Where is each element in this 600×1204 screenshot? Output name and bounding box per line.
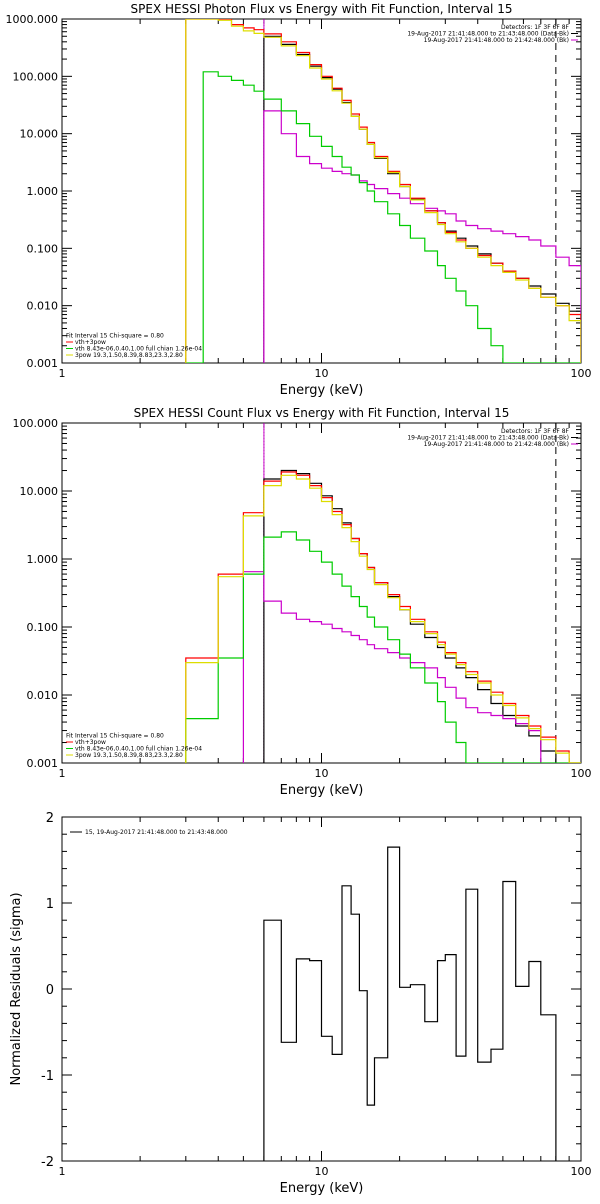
y-tick-label: 0.100 bbox=[27, 621, 59, 634]
series-15-19-aug-2017-21-41-48-000-to-21-43-48-000 bbox=[263, 846, 557, 1161]
y-tick-label: 1.000 bbox=[27, 185, 59, 198]
legend-top-entry: 19-Aug-2017 21:41:48.000 to 21:42:48.000… bbox=[424, 441, 569, 448]
legend-top-entry: 15, 19-Aug-2017 21:41:48.000 to 21:43:48… bbox=[85, 829, 228, 836]
y-axis-label: Normalized Residuals (sigma) bbox=[9, 892, 24, 1085]
series-3pow bbox=[185, 19, 581, 363]
legend-top-entry: 19-Aug-2017 21:41:48.000 to 21:43:48.000… bbox=[407, 31, 569, 38]
legend-top-entry: 19-Aug-2017 21:41:48.000 to 21:43:48.000… bbox=[407, 435, 569, 442]
legend-bottom-entry: Fit Interval 15 Chi-square = 0.80 bbox=[66, 733, 164, 740]
legend-top-entry: Detectors: 1F 3F 6F 8F bbox=[501, 428, 570, 435]
chart-title: SPEX HESSI Count Flux vs Energy with Fit… bbox=[134, 406, 510, 420]
x-axis-label: Energy (keV) bbox=[280, 383, 364, 398]
x-tick-label: 1 bbox=[59, 767, 66, 780]
legend-bottom-entry: Fit Interval 15 Chi-square = 0.80 bbox=[66, 333, 164, 340]
plot-area bbox=[185, 19, 581, 363]
x-tick-label: 1 bbox=[59, 1165, 66, 1178]
x-tick-label: 10 bbox=[315, 767, 329, 780]
legend-bottom-entry: vth 8.43e-06,0.40,1.00 full chian 1.26e-… bbox=[75, 346, 202, 353]
legend-bottom-entry: vth 8.43e-06,0.40,1.00 full chian 1.26e-… bbox=[75, 746, 202, 753]
x-tick-label: 100 bbox=[571, 767, 592, 780]
y-tick-label: -2 bbox=[41, 1155, 54, 1170]
y-tick-label: 2 bbox=[46, 811, 54, 826]
plot-area bbox=[185, 423, 581, 763]
y-tick-label: 10.000 bbox=[20, 485, 59, 498]
chart-2: SPEX HESSI Count Flux vs Energy with Fit… bbox=[13, 406, 592, 798]
y-tick-label: 0.010 bbox=[27, 300, 59, 313]
y-tick-label: 0.010 bbox=[27, 689, 59, 702]
series-bk bbox=[242, 571, 542, 763]
legend-top-entry: Detectors: 1F 3F 6F 8F bbox=[501, 24, 570, 31]
series-vth bbox=[185, 71, 581, 363]
series-vth bbox=[185, 531, 581, 763]
y-tick-label: 1.000 bbox=[27, 553, 59, 566]
y-tick-label: 100.000 bbox=[13, 70, 59, 83]
series-3pow bbox=[185, 474, 581, 763]
series-bk bbox=[263, 110, 581, 363]
y-tick-label: -1 bbox=[41, 1069, 54, 1084]
legend-bottom-entry: vth+3pow bbox=[75, 739, 106, 746]
chart-3: 1 10 100 -2 -1 0 1 2 Energy (keV) Normalized Resi… bbox=[9, 811, 592, 1196]
x-tick-label: 1 bbox=[59, 367, 66, 380]
plot-area bbox=[263, 846, 557, 1161]
chart-1: SPEX HESSI Photon Flux vs Energy with Fi… bbox=[6, 2, 592, 398]
legend-bottom-entry: vth+3pow bbox=[75, 339, 106, 346]
x-tick-label: 100 bbox=[571, 1165, 592, 1178]
y-tick-label: 0.001 bbox=[27, 357, 59, 370]
x-tick-label: 10 bbox=[315, 367, 329, 380]
y-tick-label: 0.100 bbox=[27, 242, 59, 255]
y-tick-label: 0.001 bbox=[27, 757, 59, 770]
x-tick-label: 10 bbox=[315, 1165, 329, 1178]
legend-bottom-entry: 3pow 19.3,1.50,8.39,8.83,23.3,2.80 bbox=[75, 752, 183, 759]
x-axis-label: Energy (keV) bbox=[280, 783, 364, 798]
x-tick-label: 100 bbox=[571, 367, 592, 380]
legend-bottom-entry: 3pow 19.3,1.50,8.39,8.83,23.3,2.80 bbox=[75, 352, 183, 359]
y-tick-label: 1 bbox=[46, 897, 54, 912]
x-axis-label: Energy (keV) bbox=[280, 1181, 364, 1196]
chart-title: SPEX HESSI Photon Flux vs Energy with Fi… bbox=[131, 2, 513, 16]
y-tick-label: 100.000 bbox=[13, 417, 59, 430]
y-tick-label: 1000.000 bbox=[6, 13, 59, 26]
legend-top-entry: 19-Aug-2017 21:41:48.000 to 21:42:48.000… bbox=[424, 37, 569, 44]
y-tick-label: 10.000 bbox=[20, 128, 59, 141]
y-tick-label: 0 bbox=[46, 983, 54, 998]
